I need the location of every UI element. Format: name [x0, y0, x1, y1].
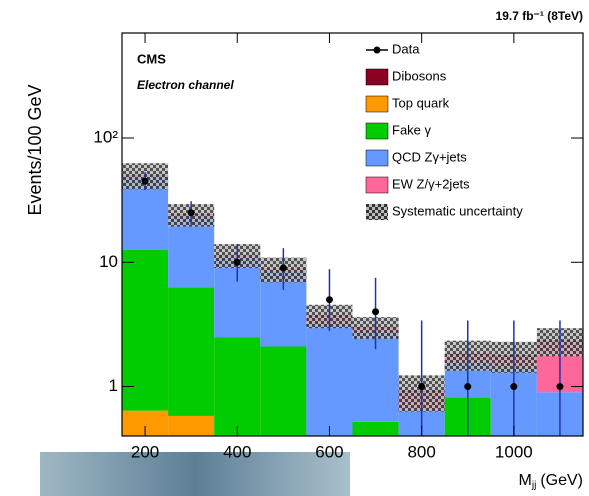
legend-swatch [365, 95, 389, 113]
channel: Electron channel [137, 78, 234, 92]
histogram-bar [306, 323, 353, 436]
data-point [464, 383, 472, 391]
data-point [418, 383, 426, 391]
y-tick-label: 1 [109, 376, 118, 395]
x-axis-label: Mjj (GeV) [519, 472, 583, 490]
legend-label: EW Z/γ+2jets [392, 176, 470, 191]
histogram-bar [399, 473, 445, 496]
legend-label: Dibosons [392, 68, 447, 83]
plot-area [122, 163, 583, 496]
data-point [556, 383, 564, 391]
legend-marker [373, 46, 381, 54]
y-tick-label: 10 [99, 252, 118, 271]
x-tick-label: 800 [407, 442, 435, 461]
x-tick-label: 400 [223, 442, 251, 461]
x-tick-label: 200 [131, 442, 159, 461]
experiment: CMS [137, 51, 166, 66]
histogram-bar [214, 337, 261, 436]
data-point [233, 258, 241, 266]
x-tick-label: 600 [315, 442, 343, 461]
legend-swatch [365, 122, 389, 140]
histogram-bar [168, 287, 215, 416]
data-point [187, 209, 195, 217]
lumi: 19.7 fb⁻¹ (8TeV) [496, 9, 583, 23]
legend-label: Top quark [392, 95, 450, 110]
x-label-unit: (GeV) [540, 472, 583, 489]
data-point [510, 383, 518, 391]
legend-label: Data [392, 41, 420, 56]
data-point [279, 264, 287, 272]
data-point [372, 308, 380, 316]
frame [121, 32, 584, 437]
y-axis-label: Events/100 GeV [25, 84, 45, 215]
histogram-bar [122, 249, 169, 411]
y-tick-label: 10² [93, 128, 118, 147]
legend-swatch [365, 68, 389, 86]
histogram-bar [260, 346, 307, 436]
legend-swatch [365, 176, 389, 194]
legend-swatch [365, 149, 389, 167]
data-point [325, 296, 333, 304]
histogram-bar [352, 421, 399, 436]
background-strip [40, 452, 350, 496]
data-point [141, 177, 149, 185]
legend-swatch [366, 204, 388, 220]
x-tick-label: 1000 [495, 442, 533, 461]
legend-label: Fake γ [392, 122, 432, 137]
x-label-sub: jj [531, 480, 536, 491]
x-label-base: M [519, 472, 532, 489]
legend-label: Systematic uncertainty [392, 203, 523, 218]
histogram-bar [168, 216, 215, 288]
legend-label: QCD Zγ+jets [392, 149, 467, 164]
histogram-bar [168, 415, 215, 436]
